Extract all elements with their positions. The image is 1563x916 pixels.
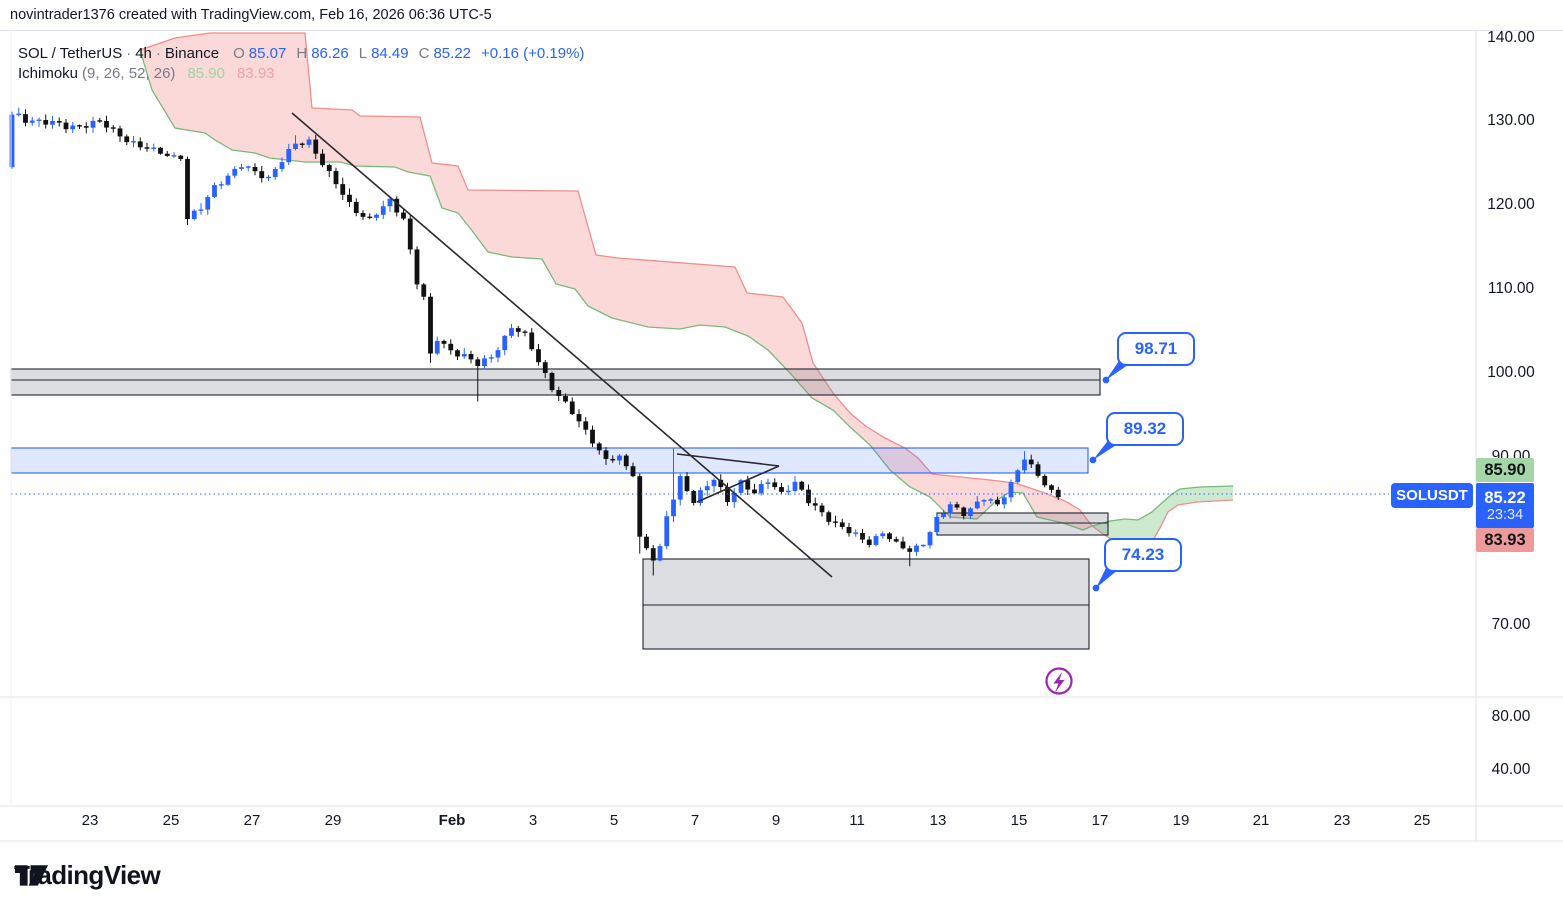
legend: SOL / TetherUS · 4h · Binance O 85.07 H 86…	[18, 44, 590, 84]
time-axis-label: 21	[1252, 812, 1270, 829]
time-axis-label: 7	[690, 812, 700, 829]
trendlines[interactable]	[291, 112, 833, 578]
separator-dot: ·	[126, 45, 132, 62]
senkou-b-value: 83.93	[236, 65, 275, 82]
supply-zone-98[interactable]	[10, 368, 1101, 396]
low-label: L	[358, 45, 368, 62]
indicator-name[interactable]: Ichimoku	[18, 65, 79, 82]
price-axis-label: 40.00	[1491, 761, 1531, 778]
legend-symbol-row: SOL / TetherUS · 4h · Binance O 85.07 H 86…	[18, 44, 590, 64]
pane-borders	[0, 30, 1563, 842]
exchange-label[interactable]: Binance	[164, 45, 220, 62]
legend-indicator-row: Ichimoku (9, 26, 52, 26) 85.90 83.93	[18, 64, 590, 84]
price-callout-98.71[interactable]: 98.71	[1117, 332, 1195, 366]
candlesticks	[9, 107, 1061, 576]
open-label: O	[233, 45, 245, 62]
senkou-b-price-badge: 83.93	[1476, 528, 1534, 552]
time-axis-label: 27	[243, 812, 261, 829]
time-axis-label: Feb	[438, 812, 466, 829]
price-callout-89.32[interactable]: 89.32	[1106, 412, 1184, 446]
time-axis-label: 3	[528, 812, 538, 829]
close-value: 85.22	[433, 45, 472, 62]
open-value: 85.07	[248, 45, 287, 62]
tradingview-logo-mark	[14, 865, 49, 886]
price-axis-label: 120.00	[1487, 196, 1535, 213]
close-label: C	[418, 45, 430, 62]
zone-83[interactable]	[936, 512, 1109, 536]
lightning-icon[interactable]	[1045, 667, 1073, 695]
time-axis-label: 29	[324, 812, 342, 829]
last-price-badge: 85.22 23:34	[1476, 483, 1534, 528]
attribution-text: novintrader1376 created with TradingView…	[10, 7, 492, 23]
time-axis-label: 15	[1010, 812, 1028, 829]
time-axis-label: 17	[1091, 812, 1109, 829]
time-axis-label: 19	[1172, 812, 1190, 829]
time-axis-label: 25	[1413, 812, 1431, 829]
high-label: H	[296, 45, 308, 62]
ichimoku-cloud	[139, 32, 1234, 552]
price-axis-label: 130.00	[1487, 112, 1535, 129]
time-axis-label: 25	[162, 812, 180, 829]
time-axis-label: 23	[1333, 812, 1351, 829]
time-axis-label: 11	[849, 812, 865, 829]
symbol-price-flag[interactable]: SOLUSDT	[1391, 483, 1473, 508]
tradingview-logo[interactable]: TradingView	[14, 860, 161, 891]
price-axis-label: 80.00	[1491, 708, 1531, 725]
low-value: 84.49	[371, 45, 409, 62]
change-value: +0.16 (+0.19%)	[481, 45, 585, 62]
attribution-bar: novintrader1376 created with TradingView…	[0, 0, 1563, 31]
demand-zone-74[interactable]	[642, 558, 1090, 650]
symbol-title[interactable]: SOL / TetherUS	[18, 45, 123, 62]
price-axis-label: 70.00	[1491, 616, 1531, 633]
separator-dot: ·	[155, 45, 161, 62]
interval-label[interactable]: 4h	[135, 45, 152, 62]
time-axis-label: 9	[771, 812, 781, 829]
price-axis-label: 110.00	[1487, 280, 1535, 297]
price-axis-label: 140.00	[1487, 29, 1535, 46]
high-value: 86.26	[311, 45, 349, 62]
senkou-a-price-badge: 85.90	[1476, 458, 1534, 482]
price-axis-label: 100.00	[1487, 364, 1535, 381]
last-price-value: 85.22	[1484, 488, 1526, 507]
resistance-zone-89[interactable]	[10, 447, 1089, 474]
time-axis-label: 5	[609, 812, 619, 829]
time-axis-label: 23	[81, 812, 99, 829]
time-axis-label: 13	[929, 812, 947, 829]
bar-countdown: 23:34	[1486, 506, 1524, 523]
price-callout-74.23[interactable]: 74.23	[1104, 538, 1182, 572]
indicator-params: (9, 26, 52, 26)	[82, 65, 176, 82]
senkou-a-value: 85.90	[187, 65, 225, 82]
